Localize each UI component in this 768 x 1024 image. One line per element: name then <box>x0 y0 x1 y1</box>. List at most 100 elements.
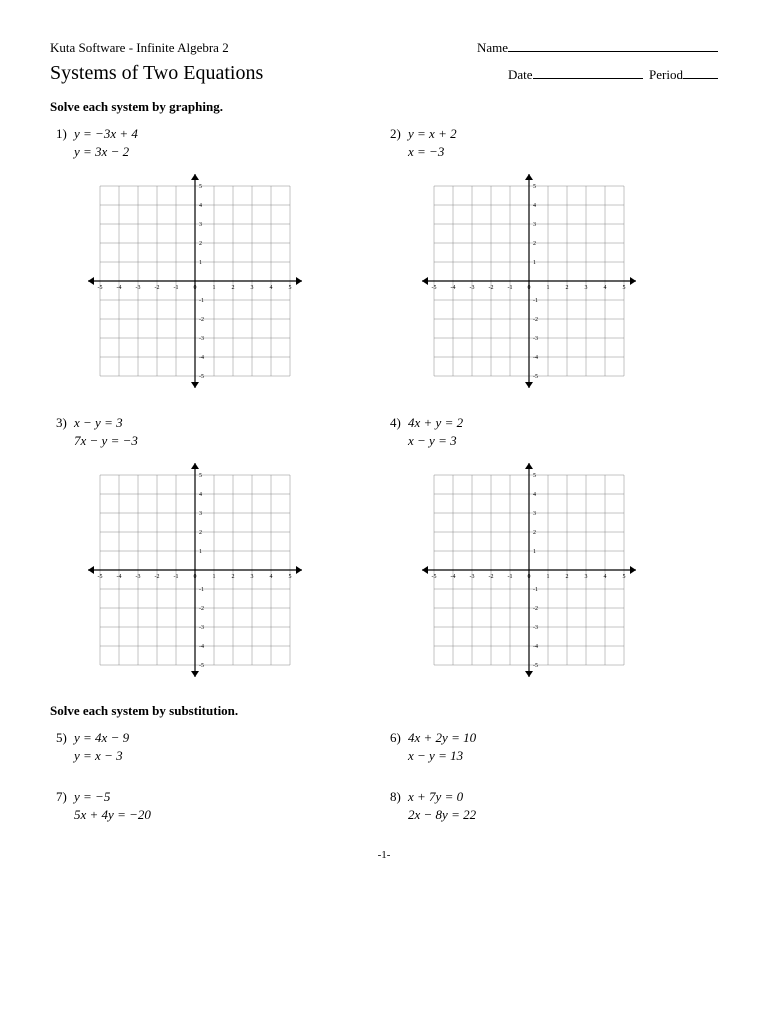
problem-number: 7) <box>56 788 74 806</box>
svg-text:1: 1 <box>199 260 202 266</box>
coordinate-grid: -5-4-3-2-1012345-5-4-3-2-112345 <box>80 166 310 396</box>
coordinate-grid: -5-4-3-2-1012345-5-4-3-2-112345 <box>414 166 644 396</box>
svg-text:-4: -4 <box>533 355 538 361</box>
svg-text:-2: -2 <box>155 285 160 291</box>
svg-text:0: 0 <box>528 574 531 580</box>
section-substitution: Solve each system by substitution. <box>50 703 718 719</box>
svg-text:1: 1 <box>213 574 216 580</box>
equation: y = x − 3 <box>74 748 123 763</box>
svg-text:4: 4 <box>270 574 273 580</box>
svg-text:1: 1 <box>533 549 536 555</box>
svg-text:-4: -4 <box>199 644 204 650</box>
equation: x − y = 3 <box>408 433 457 448</box>
grid-svg: -5-4-3-2-1012345-5-4-3-2-112345 <box>80 455 310 685</box>
svg-text:-5: -5 <box>199 663 204 669</box>
problems-row-3: 5)y = 4x − 9 y = x − 3 6)4x + 2y = 10 x … <box>50 729 718 770</box>
problem-3: 3)x − y = 3 7x − y = −3 -5-4-3-2-1012345… <box>50 414 384 685</box>
period-blank[interactable] <box>683 78 718 79</box>
problems-row-2: 3)x − y = 3 7x − y = −3 -5-4-3-2-1012345… <box>50 414 718 685</box>
svg-text:0: 0 <box>194 574 197 580</box>
svg-text:5: 5 <box>199 473 202 479</box>
svg-text:-5: -5 <box>533 663 538 669</box>
svg-text:2: 2 <box>199 530 202 536</box>
svg-text:2: 2 <box>199 241 202 247</box>
svg-text:5: 5 <box>623 285 626 291</box>
problem-7: 7)y = −5 5x + 4y = −20 <box>50 788 384 829</box>
name-label: Name <box>477 40 508 55</box>
svg-text:5: 5 <box>533 184 536 190</box>
svg-text:-4: -4 <box>451 285 456 291</box>
problem-number: 4) <box>390 414 408 432</box>
coordinate-grid: -5-4-3-2-1012345-5-4-3-2-112345 <box>414 455 644 685</box>
problem-number: 2) <box>390 125 408 143</box>
svg-text:4: 4 <box>533 203 536 209</box>
svg-text:3: 3 <box>585 574 588 580</box>
equation: 5x + 4y = −20 <box>74 807 151 822</box>
equation: y = −3x + 4 <box>74 126 138 141</box>
svg-text:-2: -2 <box>199 317 204 323</box>
svg-text:-4: -4 <box>117 574 122 580</box>
svg-text:1: 1 <box>547 574 550 580</box>
problem-6: 6)4x + 2y = 10 x − y = 13 <box>384 729 718 770</box>
svg-text:2: 2 <box>566 574 569 580</box>
svg-text:4: 4 <box>199 203 202 209</box>
problem-2: 2)y = x + 2 x = −3 -5-4-3-2-1012345-5-4-… <box>384 125 718 396</box>
svg-text:-1: -1 <box>199 298 204 304</box>
svg-text:4: 4 <box>270 285 273 291</box>
svg-text:-3: -3 <box>533 625 538 631</box>
svg-text:4: 4 <box>604 574 607 580</box>
problems-row-1: 1)y = −3x + 4 y = 3x − 2 -5 -4 -3 -2 -1 0 1 2 3 4… <box>50 125 718 396</box>
equation: 7x − y = −3 <box>74 433 138 448</box>
svg-text:5: 5 <box>533 473 536 479</box>
equation: y = −5 <box>74 789 110 804</box>
problem-number: 1) <box>56 125 74 143</box>
svg-text:-1: -1 <box>533 587 538 593</box>
equation: x − y = 13 <box>408 748 463 763</box>
problem-4: 4)4x + y = 2 x − y = 3 -5 -4 -3 -2 -1 0 1 2 3 4 5 -… <box>384 414 718 685</box>
svg-text:-4: -4 <box>533 644 538 650</box>
svg-text:-5: -5 <box>199 374 204 380</box>
grid-svg: -5-4-3-2-1012345-5-4-3-2-112345 <box>80 166 310 396</box>
coordinate-grid: -5-4-3-2-1012345-5-4-3-2-112345 <box>80 455 310 685</box>
svg-text:0: 0 <box>194 285 197 291</box>
name-field: Name <box>477 40 718 56</box>
svg-text:5: 5 <box>199 184 202 190</box>
header: Kuta Software - Infinite Algebra 2 Name <box>50 40 718 56</box>
equation: y = 3x − 2 <box>74 144 129 159</box>
svg-text:3: 3 <box>585 285 588 291</box>
svg-text:-1: -1 <box>174 285 179 291</box>
svg-text:-1: -1 <box>199 587 204 593</box>
equation: x + 7y = 0 <box>408 789 463 804</box>
svg-text:2: 2 <box>533 241 536 247</box>
title-row: Systems of Two Equations Date Period <box>50 62 718 85</box>
equation: y = x + 2 <box>408 126 457 141</box>
svg-text:3: 3 <box>533 511 536 517</box>
svg-text:1: 1 <box>199 549 202 555</box>
svg-text:3: 3 <box>199 222 202 228</box>
svg-text:2: 2 <box>533 530 536 536</box>
svg-text:-3: -3 <box>199 336 204 342</box>
svg-text:-1: -1 <box>508 285 513 291</box>
period-label: Period <box>649 67 683 82</box>
svg-text:1: 1 <box>547 285 550 291</box>
svg-text:0: 0 <box>528 285 531 291</box>
equation: 4x + y = 2 <box>408 415 463 430</box>
svg-text:-3: -3 <box>533 336 538 342</box>
grid-svg: -5-4-3-2-1012345-5-4-3-2-112345 <box>414 455 644 685</box>
date-blank[interactable] <box>533 78 643 79</box>
svg-text:-5: -5 <box>432 285 437 291</box>
svg-text:-2: -2 <box>533 606 538 612</box>
equation: 2x − 8y = 22 <box>408 807 476 822</box>
svg-text:-1: -1 <box>533 298 538 304</box>
name-blank[interactable] <box>508 51 718 52</box>
equation: y = 4x − 9 <box>74 730 129 745</box>
problem-8: 8)x + 7y = 0 2x − 8y = 22 <box>384 788 718 829</box>
problem-number: 6) <box>390 729 408 747</box>
svg-text:-3: -3 <box>136 285 141 291</box>
section-graphing: Solve each system by graphing. <box>50 99 718 115</box>
problem-5: 5)y = 4x − 9 y = x − 3 <box>50 729 384 770</box>
svg-text:-1: -1 <box>508 574 513 580</box>
svg-text:-2: -2 <box>489 574 494 580</box>
svg-text:4: 4 <box>533 492 536 498</box>
svg-text:-3: -3 <box>470 285 475 291</box>
